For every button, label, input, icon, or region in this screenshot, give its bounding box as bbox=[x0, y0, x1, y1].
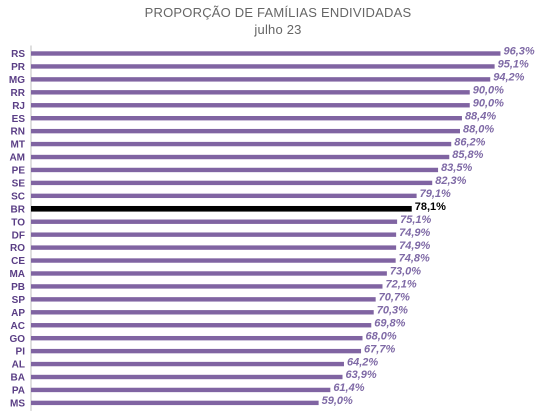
bar-ac bbox=[31, 323, 372, 328]
category-label-ms: MS bbox=[10, 398, 25, 409]
bar-rn bbox=[31, 128, 460, 134]
bar-rr bbox=[31, 90, 470, 95]
category-label-mg: MG bbox=[9, 75, 25, 86]
value-label-sc: 79,1% bbox=[420, 188, 451, 200]
value-label-es: 88,4% bbox=[465, 110, 496, 122]
category-label-pi: PI bbox=[16, 347, 26, 358]
value-label-br: 78,1% bbox=[415, 201, 446, 213]
value-label-rs: 96,3% bbox=[503, 46, 534, 58]
category-label-ma: MA bbox=[9, 269, 25, 280]
category-label-rr: RR bbox=[11, 88, 26, 99]
bar-se bbox=[31, 180, 433, 186]
bar-br bbox=[31, 205, 412, 212]
value-label-mg: 94,2% bbox=[493, 72, 524, 84]
bar-pb bbox=[31, 284, 383, 289]
bar-es bbox=[31, 116, 462, 121]
value-label-ce: 74,8% bbox=[399, 253, 430, 265]
value-label-ba: 63,9% bbox=[346, 369, 377, 381]
bar-am bbox=[31, 154, 450, 160]
chart-subtitle: julho 23 bbox=[254, 22, 302, 37]
category-label-al: AL bbox=[12, 360, 25, 371]
chart-title: PROPORÇÃO DE FAMÍLIAS ENDIVIDADAS bbox=[144, 5, 412, 20]
category-label-sc: SC bbox=[11, 191, 25, 202]
value-label-ro: 74,9% bbox=[399, 240, 430, 252]
category-label-es: ES bbox=[12, 114, 26, 125]
category-label-ap: AP bbox=[11, 308, 25, 319]
value-label-pb: 72,1% bbox=[385, 279, 416, 291]
value-label-al: 64,2% bbox=[347, 356, 378, 368]
category-label-pa: PA bbox=[12, 386, 25, 397]
category-label-ro: RO bbox=[10, 243, 25, 254]
category-label-rs: RS bbox=[11, 49, 25, 60]
bar-ce bbox=[31, 258, 396, 263]
value-label-rn: 88,0% bbox=[463, 123, 494, 135]
category-label-sp: SP bbox=[12, 295, 26, 306]
value-label-ms: 59,0% bbox=[322, 395, 353, 407]
value-label-mt: 86,2% bbox=[454, 136, 485, 148]
category-label-mt: MT bbox=[11, 140, 25, 151]
bar-go bbox=[31, 335, 363, 341]
bar-pr bbox=[31, 64, 495, 69]
category-label-ba: BA bbox=[11, 373, 25, 384]
value-label-go: 68,0% bbox=[366, 330, 397, 342]
bar-al bbox=[31, 361, 344, 367]
value-label-pi: 67,7% bbox=[364, 343, 395, 355]
value-label-ap: 70,3% bbox=[377, 305, 408, 317]
category-label-rn: RN bbox=[11, 127, 25, 138]
bar-sp bbox=[31, 297, 376, 302]
bar-pe bbox=[31, 167, 439, 173]
category-label-pb: PB bbox=[11, 282, 25, 293]
bar-mt bbox=[31, 141, 452, 147]
category-label-rj: RJ bbox=[12, 101, 25, 112]
category-label-pe: PE bbox=[12, 166, 26, 177]
category-label-pr: PR bbox=[11, 62, 26, 73]
bar-ms bbox=[31, 400, 319, 406]
bar-ap bbox=[31, 310, 374, 315]
category-label-br: BR bbox=[11, 204, 26, 215]
category-label-ce: CE bbox=[11, 256, 25, 267]
category-label-go: GO bbox=[9, 334, 25, 345]
category-label-to: TO bbox=[11, 217, 25, 228]
value-label-am: 85,8% bbox=[452, 149, 483, 161]
value-label-df: 74,9% bbox=[399, 227, 430, 239]
bar-to bbox=[31, 219, 398, 224]
category-label-df: DF bbox=[12, 230, 25, 241]
value-label-to: 75,1% bbox=[400, 214, 431, 226]
value-label-pa: 61,4% bbox=[333, 382, 364, 394]
bar-pa bbox=[31, 387, 331, 393]
value-label-sp: 70,7% bbox=[379, 292, 410, 304]
bar-sc bbox=[31, 193, 417, 199]
value-label-ma: 73,0% bbox=[390, 266, 421, 278]
value-label-rr: 90,0% bbox=[473, 85, 504, 97]
bar-ro bbox=[31, 245, 397, 250]
bar-ma bbox=[31, 271, 387, 276]
value-label-pr: 95,1% bbox=[498, 59, 529, 71]
value-label-se: 82,3% bbox=[435, 175, 466, 187]
value-label-ac: 69,8% bbox=[374, 317, 405, 329]
bar-df bbox=[31, 232, 397, 237]
bar-mg bbox=[31, 77, 491, 82]
category-label-ac: AC bbox=[11, 321, 25, 332]
value-label-rj: 90,0% bbox=[473, 97, 504, 109]
value-label-pe: 83,5% bbox=[441, 162, 472, 174]
bar-rj bbox=[31, 103, 470, 108]
category-label-am: AM bbox=[9, 153, 25, 164]
bar-pi bbox=[31, 348, 362, 354]
bar-rs bbox=[31, 51, 501, 56]
bar-ba bbox=[31, 374, 343, 380]
category-label-se: SE bbox=[12, 179, 26, 190]
